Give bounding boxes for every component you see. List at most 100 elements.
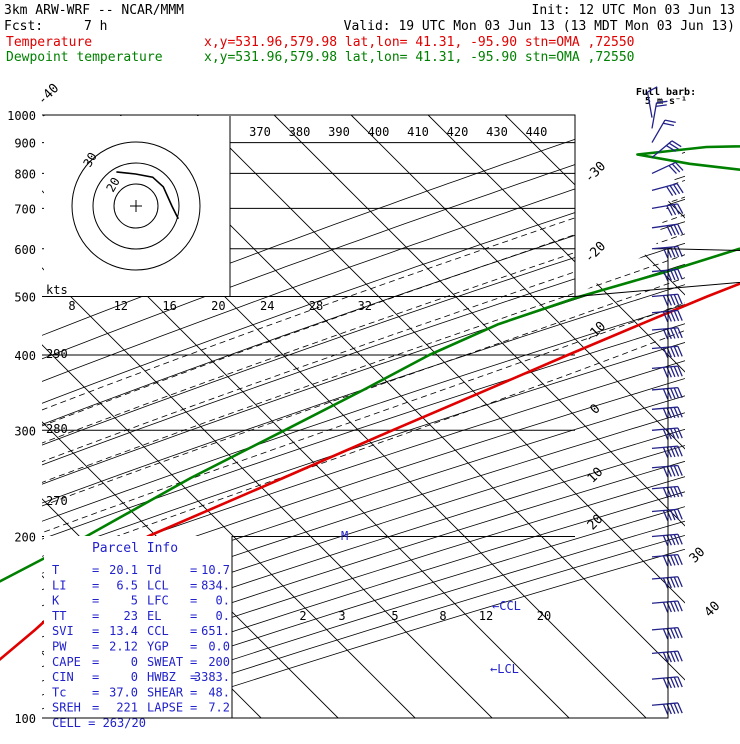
wind-barb-flag xyxy=(677,269,683,280)
wind-barb xyxy=(651,365,683,378)
wind-barb-flag xyxy=(670,627,676,639)
pressure-tick-label: 700 xyxy=(14,202,36,216)
wind-barb-flag xyxy=(662,311,669,323)
dry-adiabat xyxy=(42,115,685,718)
parcel-eq: = xyxy=(190,670,197,684)
parcel-value: 6.5 xyxy=(116,578,138,592)
init-time: Init: 12 UTC Mon 03 Jun 13 xyxy=(532,3,736,18)
hodograph-ring xyxy=(92,162,180,250)
wind-barb-staff xyxy=(651,293,678,298)
mixing-ratio-label-top: 8 xyxy=(68,299,75,313)
wind-barb-staff xyxy=(651,140,673,159)
wind-barb-flag xyxy=(663,122,675,127)
wind-barb-flag xyxy=(670,677,676,688)
wind-barb-flag xyxy=(671,140,682,148)
parcel-key: LI xyxy=(52,578,66,592)
parcel-eq: = xyxy=(92,594,99,608)
wind-barb-staff xyxy=(651,161,676,175)
parcel-value: 10.7 xyxy=(201,563,230,577)
wind-barb xyxy=(651,119,676,143)
wind-barb xyxy=(651,327,683,340)
moist-adiabat xyxy=(116,115,685,537)
wind-barb-flag xyxy=(670,310,676,322)
isotherm xyxy=(196,115,685,718)
parcel-key: PW xyxy=(52,640,67,654)
dry-adiabat xyxy=(42,115,685,718)
moist-adiabat xyxy=(42,115,685,537)
parcel-value: 20.1 xyxy=(109,563,138,577)
wind-barb-staff xyxy=(651,508,678,513)
dry-adiabat xyxy=(42,115,685,718)
moist-adiabat xyxy=(42,115,685,537)
forecast-label: Fcst: xyxy=(4,19,43,34)
parcel-eq: = xyxy=(190,578,197,592)
wind-barb-staff xyxy=(651,626,678,631)
wind-barb-flag xyxy=(669,224,676,236)
parcel-key: LCL xyxy=(147,578,169,592)
pressure-tick-label: 800 xyxy=(14,167,36,181)
wind-barb-staff xyxy=(651,406,678,410)
mixing-ratio-label-top: 32 xyxy=(358,299,372,313)
parcel-key: LAPSE xyxy=(147,701,183,715)
isentrope-label: 370 xyxy=(249,125,271,139)
hodograph-ring xyxy=(71,141,201,271)
wind-barb-flag xyxy=(669,185,677,196)
wind-barb-flag xyxy=(673,465,680,477)
parcel-value: 5 xyxy=(131,594,138,608)
wind-barb-flag xyxy=(670,555,676,566)
parcel-info-panel: Parcel Info T = 20.1 Td = 10.7 LI = 6.5 LCL = 834. K =… xyxy=(44,536,233,730)
wind-barb-flag xyxy=(677,387,683,399)
wind-barb-flag xyxy=(662,367,669,378)
wind-barb-flag xyxy=(655,104,667,108)
isentrope-label: 440 xyxy=(526,125,548,139)
dry-adiabat xyxy=(42,115,685,718)
pressure-tick-label: 1000 xyxy=(7,109,36,123)
wind-barb-flag xyxy=(677,627,683,638)
wind-barb-flag xyxy=(673,676,680,688)
wind-barb-flag xyxy=(662,601,669,613)
isotherm xyxy=(350,115,685,718)
station-location: x,y=531.96,579.98 lat,lon= 41.31, -95.90… xyxy=(204,35,634,50)
annotation-ccl: ←CCL xyxy=(492,599,521,613)
wind-barb xyxy=(651,223,684,236)
dewpoint-series-name: Dewpoint temperature xyxy=(6,50,163,65)
wind-barb-flag xyxy=(662,555,669,567)
wind-barb-flag xyxy=(670,465,676,477)
mixing-ratio-label-low: 2 xyxy=(299,609,306,623)
parcel-value: 651. xyxy=(201,624,230,638)
wind-barb-flag xyxy=(677,246,683,257)
wind-barb xyxy=(651,203,684,216)
parcel-value: 13.4 xyxy=(109,624,138,638)
wind-barb-flag xyxy=(662,577,669,589)
wind-barb-flag xyxy=(662,677,669,689)
moist-adiabat xyxy=(42,115,685,537)
wind-barb xyxy=(651,182,684,197)
wind-barb xyxy=(651,464,683,478)
wind-barb-flag xyxy=(662,270,669,281)
wind-barb-flag xyxy=(662,295,669,306)
wind-barb-flag xyxy=(670,509,676,521)
wind-barb-staff xyxy=(651,203,678,210)
hodograph-ring xyxy=(113,183,159,229)
wind-barb-flag xyxy=(677,327,683,339)
wind-barb-staff xyxy=(646,91,653,118)
wind-barb-flag xyxy=(662,328,669,340)
dry-adiabat xyxy=(42,115,685,718)
mixing-ratio-label-low: 5 xyxy=(391,609,398,623)
wind-barb-flag xyxy=(673,428,680,439)
isotherm xyxy=(42,115,416,718)
wind-barb-flag xyxy=(670,428,676,440)
parcel-eq: = xyxy=(92,655,99,669)
wind-barb-flag xyxy=(670,328,676,339)
mixing-ratio-label-top: 16 xyxy=(162,299,176,313)
parcel-key: SHEAR xyxy=(147,685,184,699)
wind-barb-flag xyxy=(671,163,681,173)
wind-barb-flag xyxy=(670,601,676,612)
wind-barb-staff xyxy=(651,365,678,370)
dry-adiabat xyxy=(42,115,685,718)
parcel-key: LFC xyxy=(147,594,169,608)
wind-barb xyxy=(651,245,683,259)
parcel-eq: = xyxy=(190,701,197,715)
wind-barb-flag xyxy=(673,703,680,714)
wind-barb xyxy=(651,508,683,521)
